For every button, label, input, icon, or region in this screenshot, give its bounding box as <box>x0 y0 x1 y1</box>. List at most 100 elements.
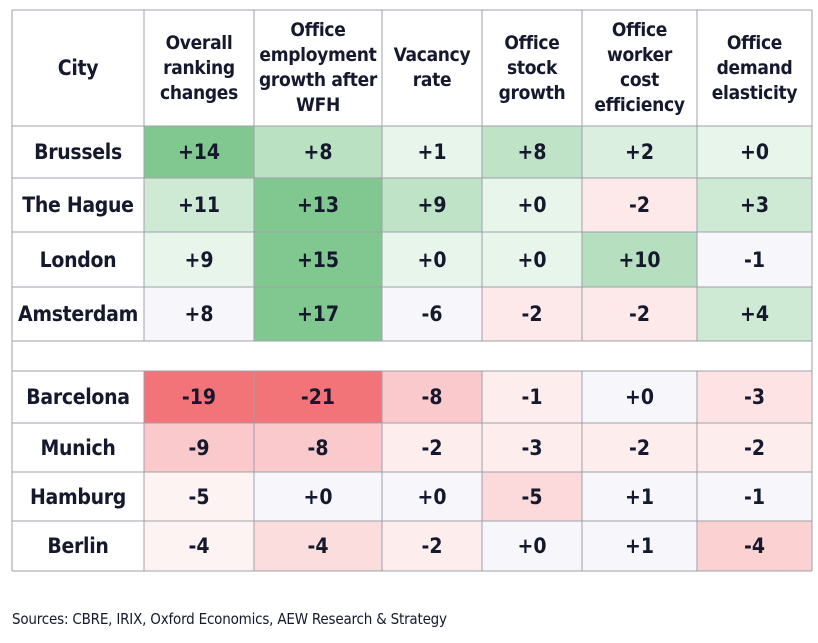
heat-cell <box>254 423 382 472</box>
cell-value: -2 <box>629 435 650 460</box>
heat-cell <box>697 126 812 178</box>
column-header-line: employment <box>259 44 377 66</box>
cell-value: -4 <box>188 534 210 558</box>
column-header: Office employment growth after WFH <box>254 10 382 126</box>
cell-value: +1 <box>417 140 447 164</box>
cell-value: +0 <box>517 534 547 558</box>
source-note: Sources: CBRE, IRIX, Oxford Economics, A… <box>12 610 447 628</box>
heat-cell <box>254 371 382 423</box>
cell-value: -2 <box>421 534 443 558</box>
column-header-line: stock <box>506 56 558 79</box>
heat-cell <box>582 472 697 521</box>
city-label: Berlin <box>47 534 109 558</box>
cell-value: +9 <box>184 247 214 272</box>
heat-cell <box>582 521 697 571</box>
cell-value: -2 <box>744 435 765 460</box>
heat-cell <box>254 521 382 571</box>
column-header-line: City <box>57 55 99 80</box>
heat-cell <box>482 472 582 521</box>
column-header: City <box>12 10 144 126</box>
column-header-line: cost <box>619 69 660 91</box>
cell-value: -5 <box>521 484 543 509</box>
heat-cell <box>144 178 254 232</box>
heat-cell <box>697 287 812 341</box>
city-label: The Hague <box>22 193 134 217</box>
cell-value: -21 <box>300 385 336 409</box>
column-header-line: rate <box>412 69 452 91</box>
column-header: Overall ranking changes <box>144 10 254 126</box>
cell-value: -1 <box>744 247 765 272</box>
heat-cell <box>697 178 812 232</box>
heat-cell <box>382 126 482 178</box>
city-cell <box>12 371 144 423</box>
heat-cell <box>382 472 482 521</box>
city-cell <box>12 472 144 521</box>
cell-value: -4 <box>307 534 329 558</box>
city-label: Barcelona <box>26 385 130 409</box>
heat-cell <box>382 423 482 472</box>
city-cell <box>12 232 144 287</box>
cell-value: -3 <box>744 385 765 409</box>
heat-cell <box>382 371 482 423</box>
cell-value: -9 <box>188 435 210 460</box>
heat-cell <box>254 472 382 521</box>
heat-cell <box>144 126 254 178</box>
cell-value: -2 <box>629 193 650 217</box>
column-header-line: growth after <box>258 69 378 91</box>
column-header-line: Office <box>726 31 783 54</box>
cell-value: +17 <box>296 302 340 326</box>
heat-cell <box>254 178 382 232</box>
cell-value: -1 <box>744 484 765 509</box>
cell-value: +0 <box>417 247 447 272</box>
heat-cell <box>482 178 582 232</box>
cell-value: -5 <box>188 484 210 509</box>
cell-value: -1 <box>521 385 543 409</box>
heat-cell <box>582 178 697 232</box>
heat-cell <box>254 287 382 341</box>
heat-cell <box>482 232 582 287</box>
heat-cell <box>482 371 582 423</box>
heat-cell <box>482 126 582 178</box>
column-header: Office worker cost efficiency <box>582 10 697 126</box>
column-header-line: changes <box>160 81 238 104</box>
cell-value: -8 <box>421 385 443 409</box>
cell-value: +0 <box>517 247 547 272</box>
column-header-line: efficiency <box>594 94 685 116</box>
column-header-line: Office <box>290 19 346 41</box>
column-header-line: demand <box>716 56 793 79</box>
heat-cell <box>482 287 582 341</box>
heat-cell <box>582 287 697 341</box>
heat-cell <box>482 521 582 571</box>
group-separator-row <box>12 341 812 371</box>
heat-cell <box>582 423 697 472</box>
cell-value: +3 <box>740 193 769 217</box>
cell-value: -6 <box>421 302 443 326</box>
heat-cell <box>697 371 812 423</box>
city-cell <box>12 287 144 341</box>
heat-cell <box>697 521 812 571</box>
heat-cell <box>382 287 482 341</box>
cell-value: +4 <box>740 302 769 326</box>
heat-cell <box>582 126 697 178</box>
city-cell <box>12 423 144 472</box>
heat-cell <box>697 472 812 521</box>
heat-cell <box>582 371 697 423</box>
column-header: Office demand elasticity <box>697 10 812 126</box>
cell-value: -2 <box>521 302 543 326</box>
header-band <box>12 10 812 126</box>
cell-value: +11 <box>177 193 221 217</box>
column-header: Vacancy rate <box>382 10 482 126</box>
cell-value: -19 <box>181 385 217 409</box>
heat-cell <box>144 287 254 341</box>
cell-value: +0 <box>517 193 547 217</box>
heat-cell <box>144 371 254 423</box>
heat-cell <box>144 423 254 472</box>
cell-value: -2 <box>421 435 443 460</box>
column-header-line: ranking <box>163 56 235 79</box>
cell-value: +0 <box>740 140 769 164</box>
heat-cell <box>144 472 254 521</box>
column-header-line: growth <box>498 81 566 104</box>
cell-value: +8 <box>184 302 214 326</box>
heat-cell <box>382 232 482 287</box>
